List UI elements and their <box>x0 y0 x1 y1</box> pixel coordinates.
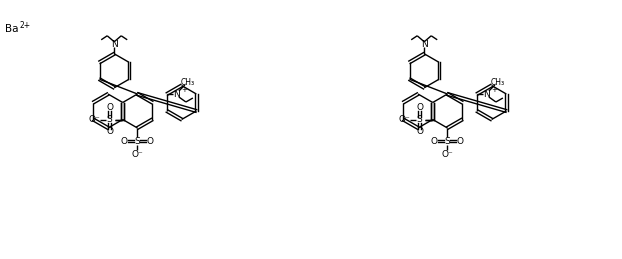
Text: S: S <box>417 115 422 124</box>
Text: O⁻: O⁻ <box>442 149 453 159</box>
Text: O⁻: O⁻ <box>89 115 101 124</box>
Text: O: O <box>121 136 128 146</box>
Text: O: O <box>106 127 113 136</box>
Text: 2+: 2+ <box>19 20 30 30</box>
Text: O: O <box>416 103 423 112</box>
Text: CH₃: CH₃ <box>181 77 195 87</box>
Text: O: O <box>416 127 423 136</box>
Text: O⁻: O⁻ <box>399 115 411 124</box>
Text: O⁻: O⁻ <box>132 149 143 159</box>
Text: N: N <box>111 40 118 49</box>
Text: N: N <box>421 40 427 49</box>
Text: O: O <box>457 136 464 146</box>
Text: N: N <box>483 90 490 98</box>
Text: S: S <box>445 136 450 146</box>
Text: CH₃: CH₃ <box>491 77 505 87</box>
Text: O: O <box>106 103 113 112</box>
Text: S: S <box>134 136 141 146</box>
Text: Ba: Ba <box>5 24 19 34</box>
Text: O: O <box>147 136 154 146</box>
Text: +: + <box>181 87 187 93</box>
Text: O: O <box>431 136 438 146</box>
Text: N: N <box>174 90 180 98</box>
Text: S: S <box>107 115 113 124</box>
Text: +: + <box>491 87 497 93</box>
